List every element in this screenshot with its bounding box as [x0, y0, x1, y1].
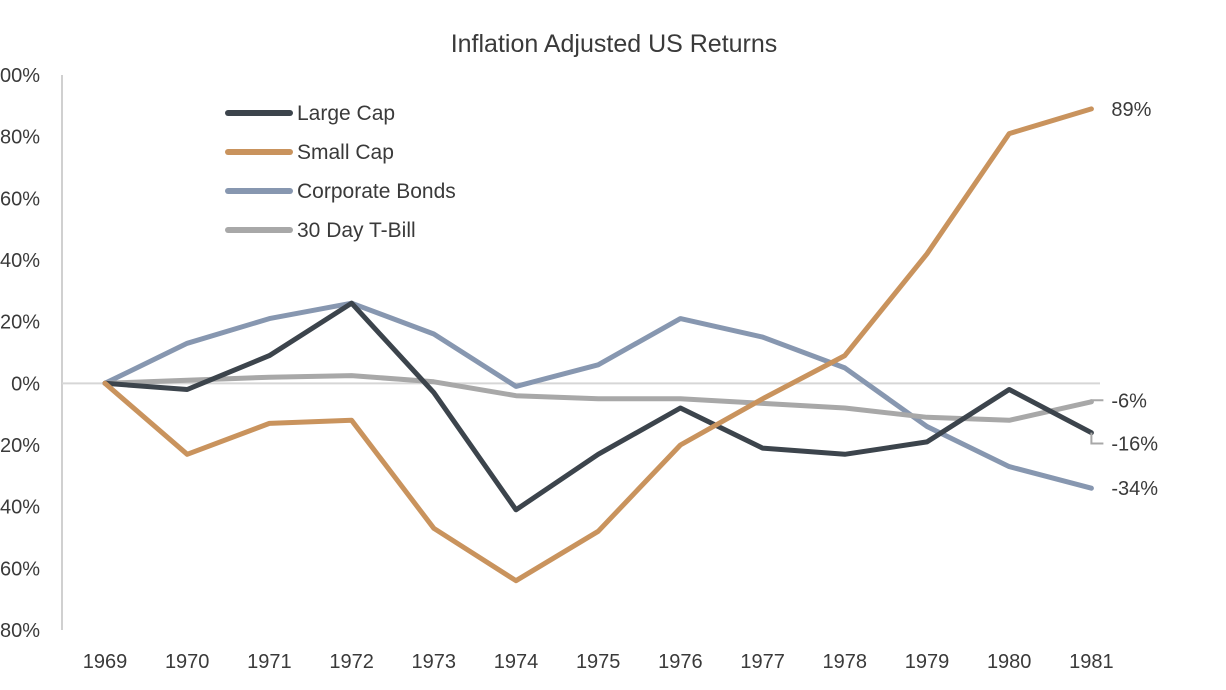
- x-tick-label: 1981: [1069, 651, 1114, 673]
- y-tick-label: -40%: [0, 497, 40, 519]
- y-tick-label: 20%: [0, 312, 40, 334]
- x-tick-label: 1980: [987, 651, 1032, 673]
- chart-title: Inflation Adjusted US Returns: [451, 30, 778, 58]
- axes: 100% 80% 60% 40% 20% 0% -20% -40% -60% -80% 1969 19…: [0, 65, 1114, 673]
- legend-label: Large Cap: [297, 102, 395, 125]
- y-tick-label: -60%: [0, 558, 40, 580]
- x-tick-label: 1977: [740, 651, 785, 673]
- y-tick-label: 0%: [11, 373, 40, 395]
- x-tick-label: 1970: [165, 651, 210, 673]
- end-label-leader: [1090, 432, 1104, 445]
- legend-label: Corporate Bonds: [297, 180, 456, 203]
- end-value-label: 89%: [1111, 99, 1151, 121]
- y-tick-label: 100%: [0, 65, 40, 87]
- end-value-label: -16%: [1111, 433, 1158, 455]
- legend: Large Cap Small Cap Corporate Bonds 30 Day …: [225, 102, 456, 242]
- y-tick-label: -20%: [0, 435, 40, 457]
- y-tick-label: 60%: [0, 188, 40, 210]
- legend-label: Small Cap: [297, 141, 394, 164]
- x-tick-label: 1978: [823, 651, 868, 673]
- series-line-small-cap: [102, 106, 1094, 584]
- legend-label: 30 Day T-Bill: [297, 219, 416, 242]
- x-tick-label: 1973: [412, 651, 457, 673]
- x-tick-label: 1975: [576, 651, 621, 673]
- end-label-leader: [1090, 399, 1104, 402]
- x-tick-label: 1976: [658, 651, 703, 673]
- x-tick-label: 1979: [905, 651, 950, 673]
- x-tick-label: 1971: [247, 651, 292, 673]
- y-tick-label: 80%: [0, 127, 40, 149]
- series-line-corporate-bonds: [102, 300, 1094, 491]
- series-line-large-cap: [102, 300, 1094, 513]
- y-tick-label: 40%: [0, 250, 40, 272]
- series-lines: [102, 106, 1094, 584]
- y-tick-label: -80%: [0, 620, 40, 642]
- x-tick-label: 1974: [494, 651, 539, 673]
- end-value-label: -34%: [1111, 478, 1158, 500]
- end-value-label: -6%: [1111, 390, 1147, 412]
- end-labels: -16% 89% -34% -6%: [1090, 99, 1158, 500]
- x-tick-label: 1972: [329, 651, 374, 673]
- x-tick-label: 1969: [83, 651, 128, 673]
- series-line-30-day-t-bill: [102, 373, 1094, 423]
